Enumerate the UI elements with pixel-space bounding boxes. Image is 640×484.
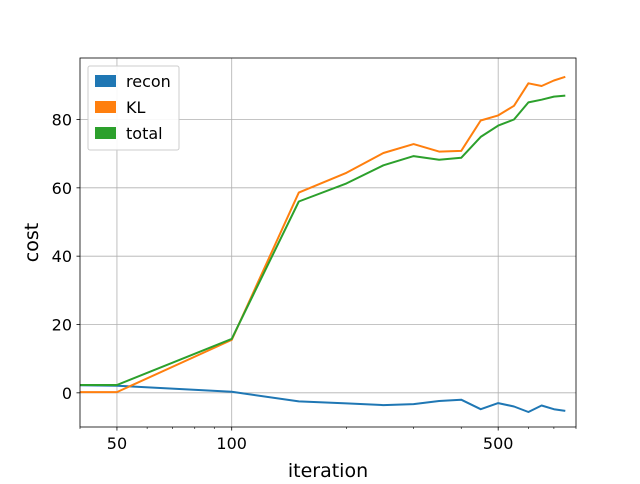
y-tick-label: 0 bbox=[62, 384, 72, 403]
legend-label-recon: recon bbox=[126, 72, 171, 91]
legend-swatch-KL bbox=[95, 101, 116, 113]
legend-label-KL: KL bbox=[126, 98, 145, 117]
y-tick-label: 20 bbox=[52, 316, 72, 335]
plot-frame bbox=[79, 57, 577, 428]
series-line-recon bbox=[79, 384, 566, 413]
y-axis-label: cost bbox=[21, 223, 43, 262]
y-tick-label: 60 bbox=[52, 179, 72, 198]
y-tick-label: 80 bbox=[52, 111, 72, 130]
legend-swatch-total bbox=[95, 127, 116, 139]
axis-ticks: 0 20 40 60 80 50 100 500 bbox=[52, 111, 514, 454]
x-tick-label: 500 bbox=[483, 434, 514, 453]
grid-lines bbox=[80, 58, 576, 427]
x-tick-label: 50 bbox=[107, 434, 127, 453]
series-line-total bbox=[80, 94, 566, 386]
legend: recon KL total bbox=[87, 65, 180, 151]
legend-label-total: total bbox=[126, 124, 163, 143]
y-tick-label: 40 bbox=[52, 247, 72, 266]
x-axis-label: iteration bbox=[288, 460, 368, 480]
series-lines bbox=[79, 75, 566, 413]
x-tick-label: 100 bbox=[216, 434, 247, 453]
series-line-KL bbox=[80, 75, 566, 394]
legend-swatch-recon bbox=[95, 75, 116, 87]
